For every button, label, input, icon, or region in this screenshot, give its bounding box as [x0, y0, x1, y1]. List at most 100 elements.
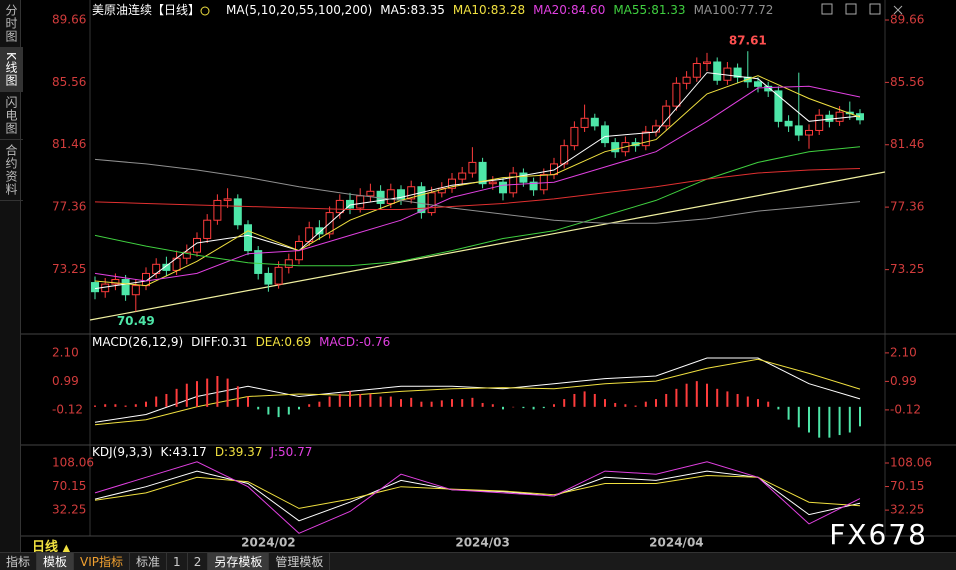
candle-body	[754, 81, 762, 87]
candle-body	[91, 282, 99, 293]
legend-item: MACD:-0.76	[319, 335, 391, 349]
legend-item: D:39.37	[214, 445, 263, 459]
macd-bar	[848, 406, 851, 433]
macd-bar	[736, 393, 739, 407]
macd-bar	[114, 404, 117, 407]
macd-bar	[512, 406, 515, 408]
trend-line	[89, 171, 886, 321]
settings-icon[interactable]	[200, 6, 210, 16]
y-tick-label: -0.12	[890, 402, 921, 416]
macd-bar	[379, 396, 382, 407]
toolbar-tab[interactable]: 模板	[37, 553, 75, 570]
macd-bar	[440, 400, 443, 407]
macd-bar	[859, 406, 861, 427]
macd-bar	[716, 388, 719, 407]
macd-bar	[216, 376, 219, 407]
period[interactable]: 日线 ▲	[32, 536, 70, 555]
indicator-line	[94, 357, 861, 423]
side-tab[interactable]: K线图	[0, 48, 23, 92]
x-tick-label: 2024/04	[649, 536, 703, 550]
indicator-line	[94, 168, 861, 210]
toolbar-tab[interactable]: 1	[167, 553, 188, 570]
macd-bar	[808, 406, 810, 433]
candle-body	[560, 145, 569, 165]
candle-body	[478, 161, 487, 185]
candle-body	[825, 114, 834, 122]
macd-bar	[706, 383, 708, 407]
candle-body	[458, 172, 467, 180]
indicator-line	[94, 146, 861, 267]
macd-bar	[726, 391, 729, 407]
candle-body	[397, 189, 405, 200]
macd-bar	[359, 393, 362, 407]
candle-body	[315, 227, 324, 235]
macd-bar	[655, 399, 657, 407]
candle-body	[703, 61, 711, 65]
y-tick-label: 85.56	[52, 75, 86, 89]
toolbar-tab[interactable]: 标准	[130, 553, 168, 570]
candle-body	[182, 251, 191, 259]
macd-bar	[298, 406, 300, 410]
toolbar-tab[interactable]: VIP指标	[74, 553, 131, 570]
y-tick-label: 73.25	[52, 262, 86, 276]
price-header: 美原油连续【日线】 MA(5,10,20,55,100,200) MA5:83.…	[92, 2, 773, 18]
toolbar-tab[interactable]: 2	[188, 553, 209, 570]
legend-item: MA20:84.60	[533, 3, 606, 17]
candle-body	[570, 126, 579, 147]
macd-bar	[542, 406, 545, 409]
macd-bar	[481, 402, 484, 407]
candle-body	[203, 219, 212, 239]
period-arrow[interactable]: ▲	[62, 543, 71, 554]
macd-bar	[94, 405, 96, 407]
candle-body	[417, 186, 426, 214]
macd-bar	[777, 406, 780, 410]
side-tab[interactable]: 合约资料	[0, 140, 23, 201]
macd-bar	[430, 401, 433, 407]
window-button[interactable]	[845, 3, 857, 15]
kdj-header: KDJ(9,3,3) K:43.17 D:39.37 J:50.77	[92, 444, 312, 460]
candle-body	[611, 142, 620, 153]
macd-bar	[461, 399, 464, 407]
toolbar-tab[interactable]: 另存模板	[208, 553, 270, 570]
macd-bar	[400, 399, 402, 407]
macd-bar	[196, 381, 198, 407]
y-tick-label: 0.99	[890, 374, 917, 388]
y-tick-label: 108.06	[890, 456, 932, 470]
side-tab[interactable]: 分时图	[0, 0, 23, 48]
candle-body	[468, 161, 477, 174]
legend-item: DIFF:0.31	[191, 335, 248, 349]
window-button[interactable]	[821, 3, 833, 15]
macd-bar	[573, 393, 576, 407]
side-tab[interactable]: 闪电图	[0, 92, 23, 140]
period-label[interactable]: 日线	[32, 540, 59, 555]
candle-body	[529, 181, 538, 191]
legend-item: MA5:83.35	[380, 3, 445, 17]
macd-bar	[247, 396, 249, 407]
window-button[interactable]	[869, 3, 881, 15]
candle-body	[713, 61, 722, 81]
chart: 89.66 89.66 85.56 85.56 81.46 81.46 77.36 77.36…	[2, 0, 956, 550]
macd-bar	[491, 404, 494, 407]
toolbar-tab[interactable]: 指标	[0, 553, 38, 570]
macd-bar	[287, 406, 290, 415]
macd-bar	[145, 401, 147, 407]
macd-bar	[226, 378, 229, 407]
y-tick-label: 81.46	[890, 137, 924, 151]
macd-bar	[338, 393, 341, 407]
toolbar: 指标 模板 VIP指标 标准 1 2 另存模板 管理模板	[0, 552, 956, 570]
macd-bar	[593, 393, 596, 407]
toolbar-tab[interactable]: 管理模板	[269, 553, 331, 570]
indicator-line	[94, 158, 861, 224]
chart-title: KDJ(9,3,3)	[92, 445, 153, 459]
y-tick-label: 0.99	[52, 374, 79, 388]
legend-item: MA100:77.72	[693, 3, 774, 17]
candle-body	[805, 129, 813, 136]
y-tick-label: 85.56	[890, 75, 924, 89]
macd-bar	[583, 391, 586, 407]
watermark: FX678	[829, 518, 928, 551]
window-button[interactable]	[893, 5, 903, 15]
y-tick-label: 70.15	[890, 479, 924, 493]
candle-body	[111, 279, 120, 285]
y-tick-label: 89.66	[52, 13, 86, 27]
y-tick-label: 32.25	[52, 503, 86, 517]
